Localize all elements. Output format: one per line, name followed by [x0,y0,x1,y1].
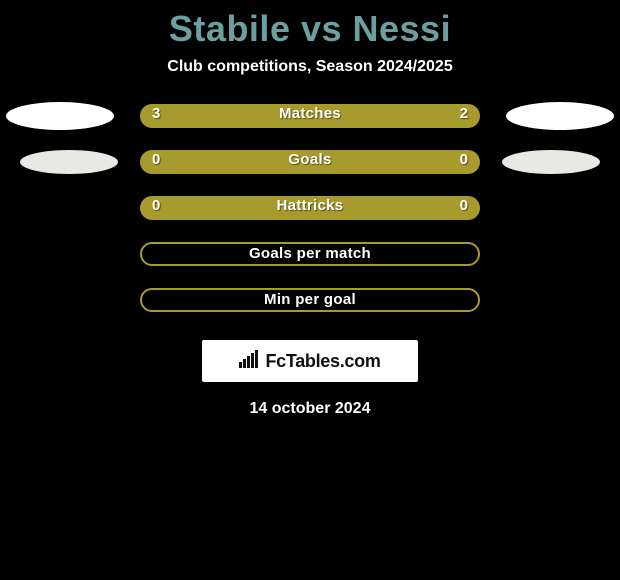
player-left-ellipse-icon [6,102,114,130]
page-title: Stabile vs Nessi [0,0,620,50]
stat-label: Goals [140,151,480,168]
player-left-ellipse-icon [20,150,118,174]
stat-value-right: 0 [460,151,468,168]
stat-pill-goals-per-match: Goals per match [140,242,480,266]
stat-label: Min per goal [142,291,478,308]
date-label: 14 october 2024 [0,400,620,418]
source-logo-text: FcTables.com [265,351,380,372]
stat-label: Hattricks [140,197,480,214]
stat-value-right: 0 [460,197,468,214]
stat-label: Goals per match [142,245,478,262]
player-right-ellipse-icon [506,102,614,130]
stat-pill-matches: 3 Matches 2 [140,104,480,128]
bar-chart-icon [239,350,261,373]
stat-pill-hattricks: 0 Hattricks 0 [140,196,480,220]
stat-row: 0 Hattricks 0 [0,196,620,242]
player-right-ellipse-icon [502,150,600,174]
page-subtitle: Club competitions, Season 2024/2025 [0,58,620,76]
stat-pill-min-per-goal: Min per goal [140,288,480,312]
source-logo: FcTables.com [202,340,418,382]
stat-row: 0 Goals 0 [0,150,620,196]
stat-label: Matches [140,105,480,122]
stat-pill-goals: 0 Goals 0 [140,150,480,174]
stat-row: 3 Matches 2 [0,104,620,150]
infographic-root: Stabile vs Nessi Club competitions, Seas… [0,0,620,580]
stat-value-right: 2 [460,105,468,122]
stat-rows: 3 Matches 2 0 Goals 0 0 Hattricks 0 [0,104,620,334]
stat-row: Goals per match [0,242,620,288]
stat-row: Min per goal [0,288,620,334]
